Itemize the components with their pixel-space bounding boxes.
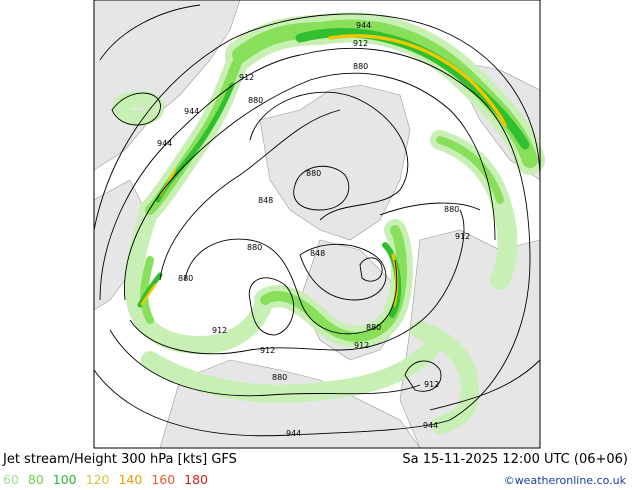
legend-entry-140: 140 xyxy=(118,472,143,487)
legend-entry-120: 120 xyxy=(85,472,110,487)
height-contours xyxy=(93,4,541,437)
contour-label: 880 xyxy=(247,243,262,252)
chart-title: Jet stream/Height 300 hPa [kts] GFS xyxy=(3,452,237,467)
contour-label: 912 xyxy=(455,232,470,241)
contour-label: 912 xyxy=(260,346,275,355)
credit-link[interactable]: ©weatheronline.co.uk xyxy=(503,474,626,487)
jet-stream-bands xyxy=(112,12,545,434)
contour-label: 912 xyxy=(212,326,227,335)
contour-label: 848 xyxy=(310,249,325,258)
contour-label: 944 xyxy=(184,107,199,116)
legend-entry-180: 180 xyxy=(184,472,209,487)
contour-label: 880 xyxy=(272,373,287,382)
contour-label: 944 xyxy=(423,421,438,430)
contour-label: 912 xyxy=(239,73,254,82)
legend-entry-100: 100 xyxy=(52,472,77,487)
contour-label: 912 xyxy=(424,380,439,389)
contour-label: 944 xyxy=(157,139,172,148)
contour-label: 912 xyxy=(353,39,368,48)
contour-label: 880 xyxy=(306,169,321,178)
legend-entry-80: 80 xyxy=(27,472,44,487)
contour-label: 880 xyxy=(353,62,368,71)
legend-entry-160: 160 xyxy=(151,472,176,487)
map-panel: 944 912 880 912 880 944 944 880 880 848 … xyxy=(93,0,545,449)
contour-label: 944 xyxy=(356,21,371,30)
contour-label: 944 xyxy=(286,429,301,438)
contour-label: 880 xyxy=(178,274,193,283)
valid-time: Sa 15-11-2025 12:00 UTC (06+06) xyxy=(402,452,628,467)
speed-legend: 60 80 100 120 140 160 180 xyxy=(3,472,213,487)
contour-label: 880 xyxy=(444,205,459,214)
contour-label: 880 xyxy=(248,96,263,105)
contour-label: 848 xyxy=(258,196,273,205)
contour-labels: 944 912 880 912 880 944 944 880 880 848 … xyxy=(157,21,470,438)
contour-label: 912 xyxy=(354,341,369,350)
contour-label: 880 xyxy=(366,323,381,332)
legend-entry-60: 60 xyxy=(3,472,19,487)
map-frame xyxy=(93,0,541,449)
